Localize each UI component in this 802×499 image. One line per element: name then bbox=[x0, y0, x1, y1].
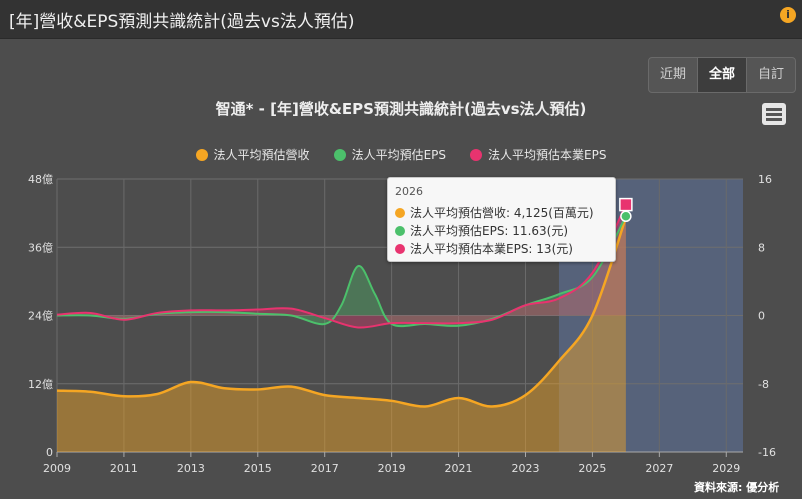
range-custom-button[interactable]: 自訂 bbox=[757, 67, 784, 82]
tooltip-row-revenue: 法人平均預估營收: 4,125(百萬元) bbox=[395, 204, 594, 221]
legend-item-core-eps[interactable]: 法人平均預估本業EPS bbox=[470, 146, 606, 163]
y-left-tick-label: 12億 bbox=[28, 378, 53, 391]
x-tick-label: 2017 bbox=[311, 462, 339, 475]
x-tick-label: 2015 bbox=[244, 462, 272, 475]
y-right-tick-label: -8 bbox=[758, 378, 769, 391]
y-left-tick-label: 24億 bbox=[28, 310, 53, 323]
y-right-tick-label: 16 bbox=[758, 173, 772, 186]
tooltip-dot-icon bbox=[395, 207, 405, 218]
revenue-line bbox=[56, 216, 628, 408]
x-tick-label: 2011 bbox=[110, 462, 138, 475]
core-eps-area bbox=[57, 204, 626, 328]
legend-label: 法人平均預估營收 bbox=[213, 148, 310, 162]
chart-tooltip: 2026 法人平均預估營收: 4,125(百萬元) 法人平均預估EPS: 11.… bbox=[387, 177, 616, 262]
legend-dot-icon bbox=[195, 148, 208, 161]
range-selector: 近期 全部 自訂 bbox=[648, 57, 796, 93]
x-tick-label: 2027 bbox=[645, 462, 673, 475]
chart-menu-button[interactable] bbox=[762, 103, 786, 125]
panel-title: [年]營收&EPS預測共識統計(過去vs法人預估) bbox=[9, 12, 355, 32]
y-right-tick-label: 0 bbox=[758, 310, 765, 323]
hamburger-icon-bar bbox=[766, 118, 782, 121]
revenue-area bbox=[57, 217, 626, 452]
legend-dot-icon bbox=[333, 148, 346, 161]
legend-label: 法人平均預估EPS bbox=[351, 148, 446, 162]
tooltip-label: 法人平均預估EPS: 11.63(元) bbox=[410, 224, 569, 238]
y-left-tick-label: 48億 bbox=[28, 173, 53, 186]
hamburger-icon-bar bbox=[766, 113, 782, 116]
panel-header: [年]營收&EPS預測共識統計(過去vs法人預估) i bbox=[0, 0, 802, 39]
y-right-tick-label: -16 bbox=[758, 446, 776, 459]
chart-legend: 法人平均預估營收 法人平均預估EPS 法人平均預估本業EPS bbox=[0, 146, 802, 163]
core-eps-line bbox=[56, 204, 627, 329]
y-left-tick-label: 36億 bbox=[28, 241, 53, 254]
x-tick-label: 2019 bbox=[378, 462, 406, 475]
tooltip-title: 2026 bbox=[395, 185, 423, 198]
eps-area bbox=[57, 216, 626, 327]
range-all-button[interactable]: 全部 bbox=[698, 58, 747, 92]
x-tick-label: 2029 bbox=[712, 462, 740, 475]
tooltip-label: 法人平均預估營收: 4,125(百萬元) bbox=[410, 206, 594, 220]
data-source: 資料來源: 優分析 bbox=[694, 481, 780, 494]
y-right-tick-label: 8 bbox=[758, 241, 765, 254]
tooltip-dot-icon bbox=[395, 243, 405, 254]
hamburger-icon bbox=[766, 108, 782, 111]
x-tick-label: 2021 bbox=[445, 462, 473, 475]
x-tick-label: 2023 bbox=[511, 462, 539, 475]
core-eps-marker bbox=[619, 197, 633, 212]
tooltip-dot-icon bbox=[395, 225, 405, 236]
legend-item-revenue[interactable]: 法人平均預估營收 bbox=[195, 146, 310, 163]
tooltip-label: 法人平均預估本業EPS: 13(元) bbox=[410, 242, 573, 256]
tooltip-row-core-eps: 法人平均預估本業EPS: 13(元) bbox=[395, 240, 573, 257]
x-tick-label: 2013 bbox=[177, 462, 205, 475]
legend-label: 法人平均預估本業EPS bbox=[488, 148, 607, 162]
eps-marker bbox=[620, 210, 632, 223]
chart-title: 智通* - [年]營收&EPS預測共識統計(過去vs法人預估) bbox=[215, 100, 587, 118]
x-tick-label: 2025 bbox=[578, 462, 606, 475]
x-tick-label: 2009 bbox=[43, 462, 71, 475]
range-recent-button[interactable]: 近期 bbox=[649, 58, 698, 92]
tooltip-row-eps: 法人平均預估EPS: 11.63(元) bbox=[395, 222, 568, 239]
y-left-tick-label: 0 bbox=[46, 446, 53, 459]
legend-dot-icon bbox=[470, 148, 482, 161]
info-icon[interactable]: i bbox=[780, 7, 796, 23]
legend-item-eps[interactable]: 法人平均預估EPS bbox=[333, 146, 446, 163]
